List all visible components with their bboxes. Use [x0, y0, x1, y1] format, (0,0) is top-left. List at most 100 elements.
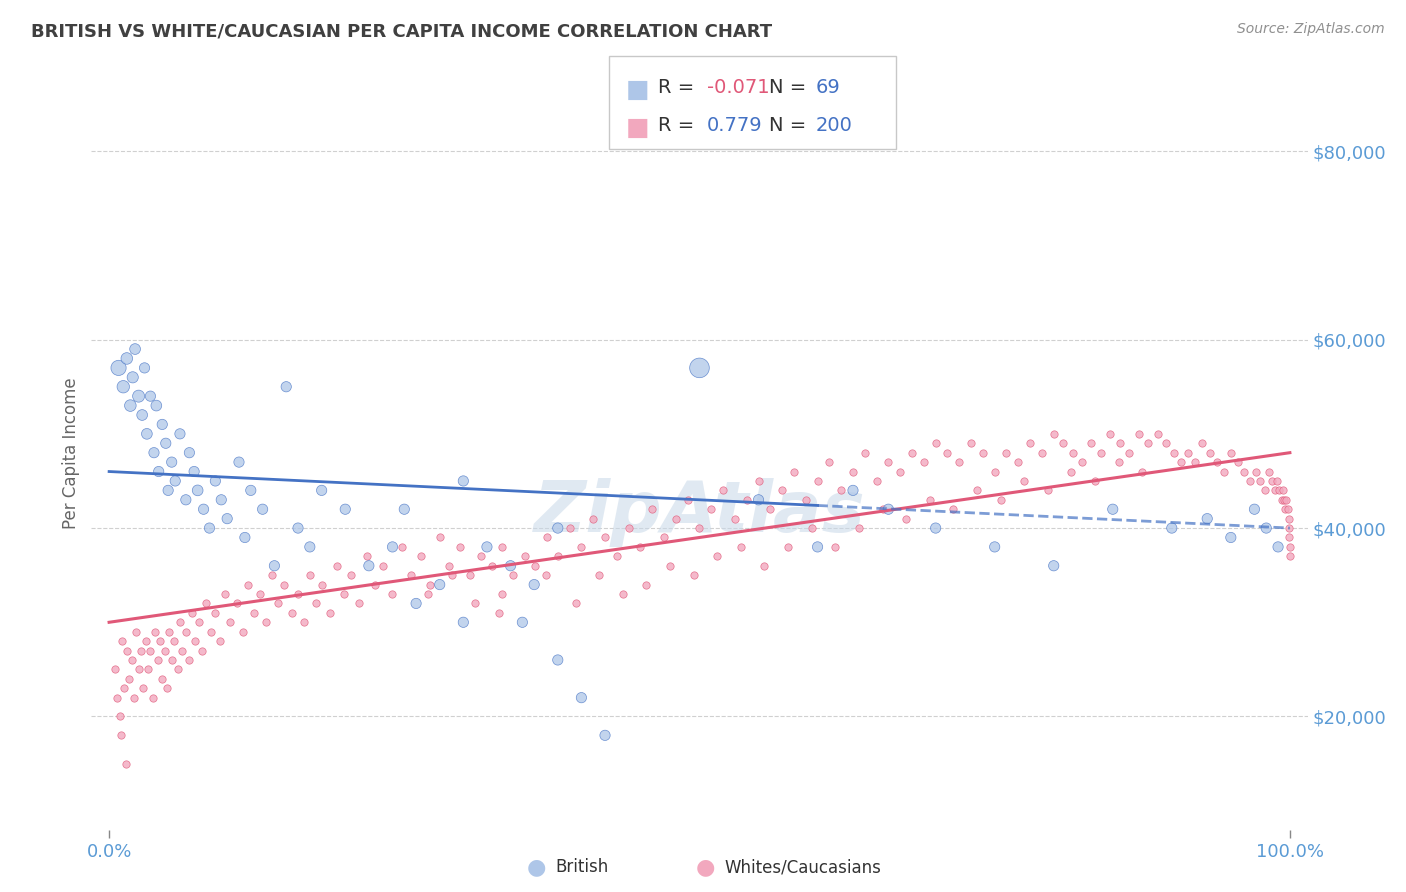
Point — [163, 634, 186, 648]
Point — [105, 690, 128, 705]
Point — [547, 521, 569, 535]
Point — [1244, 465, 1267, 479]
Point — [180, 606, 202, 620]
Point — [1108, 455, 1130, 469]
Text: 69: 69 — [815, 78, 841, 96]
Point — [187, 483, 209, 498]
Point — [107, 360, 129, 375]
Point — [1099, 426, 1122, 441]
Point — [174, 492, 197, 507]
Point — [209, 634, 232, 648]
Point — [128, 389, 150, 403]
Point — [547, 653, 569, 667]
Point — [115, 351, 138, 366]
Text: ■: ■ — [626, 78, 650, 102]
Point — [470, 549, 492, 564]
Point — [243, 606, 266, 620]
Point — [464, 596, 486, 610]
Point — [136, 662, 159, 676]
Point — [112, 380, 135, 394]
Point — [872, 502, 894, 516]
Point — [1084, 474, 1107, 488]
Point — [536, 531, 558, 545]
Point — [512, 615, 534, 630]
Point — [488, 606, 510, 620]
Point — [1060, 465, 1083, 479]
Point — [1191, 436, 1213, 450]
Point — [1184, 455, 1206, 469]
Point — [1256, 521, 1278, 535]
Point — [298, 568, 321, 582]
Point — [349, 596, 371, 610]
Point — [617, 521, 640, 535]
Point — [281, 606, 304, 620]
Point — [305, 596, 328, 610]
Point — [948, 455, 970, 469]
Point — [231, 624, 253, 639]
Point — [187, 615, 209, 630]
Point — [1146, 426, 1168, 441]
Point — [659, 558, 682, 573]
Point — [311, 577, 333, 591]
Point — [391, 540, 413, 554]
Point — [157, 624, 180, 639]
Point — [319, 606, 342, 620]
Point — [689, 521, 711, 535]
Point — [513, 549, 536, 564]
Point — [824, 540, 846, 554]
Point — [776, 540, 799, 554]
Point — [571, 690, 593, 705]
Point — [706, 549, 728, 564]
Point — [1212, 465, 1234, 479]
Point — [214, 587, 236, 601]
Point — [491, 587, 513, 601]
Point — [114, 756, 136, 771]
Point — [364, 577, 387, 591]
Point — [735, 492, 758, 507]
Point — [491, 540, 513, 554]
Point — [1080, 436, 1102, 450]
Point — [120, 399, 142, 413]
Point — [1254, 483, 1277, 498]
Point — [1267, 540, 1289, 554]
Point — [1219, 531, 1241, 545]
Point — [204, 606, 226, 620]
Point — [918, 492, 941, 507]
Point — [1278, 540, 1301, 554]
Point — [287, 521, 309, 535]
Point — [1268, 483, 1291, 498]
Point — [340, 568, 363, 582]
Point — [1042, 426, 1064, 441]
Point — [523, 577, 546, 591]
Text: ●: ● — [527, 857, 547, 877]
Point — [966, 483, 988, 498]
Text: -0.071: -0.071 — [707, 78, 770, 96]
Point — [142, 690, 165, 705]
Point — [118, 672, 141, 686]
Point — [292, 615, 315, 630]
Point — [1205, 455, 1227, 469]
Point — [437, 558, 460, 573]
Point — [149, 634, 172, 648]
Point — [700, 502, 723, 516]
Point — [1071, 455, 1094, 469]
Point — [1197, 511, 1219, 525]
Point — [453, 615, 475, 630]
Point — [1090, 445, 1112, 460]
Point — [156, 681, 179, 696]
Point — [326, 558, 349, 573]
Point — [209, 492, 232, 507]
Point — [1277, 502, 1299, 516]
Point — [1261, 474, 1284, 488]
Point — [1177, 445, 1199, 460]
Point — [217, 511, 239, 525]
Point — [254, 615, 277, 630]
Point — [125, 624, 148, 639]
Point — [150, 672, 173, 686]
Point — [121, 370, 143, 384]
Point — [157, 483, 180, 498]
Point — [1137, 436, 1160, 450]
Point — [153, 643, 176, 657]
Text: Source: ZipAtlas.com: Source: ZipAtlas.com — [1237, 22, 1385, 37]
Point — [114, 681, 136, 696]
